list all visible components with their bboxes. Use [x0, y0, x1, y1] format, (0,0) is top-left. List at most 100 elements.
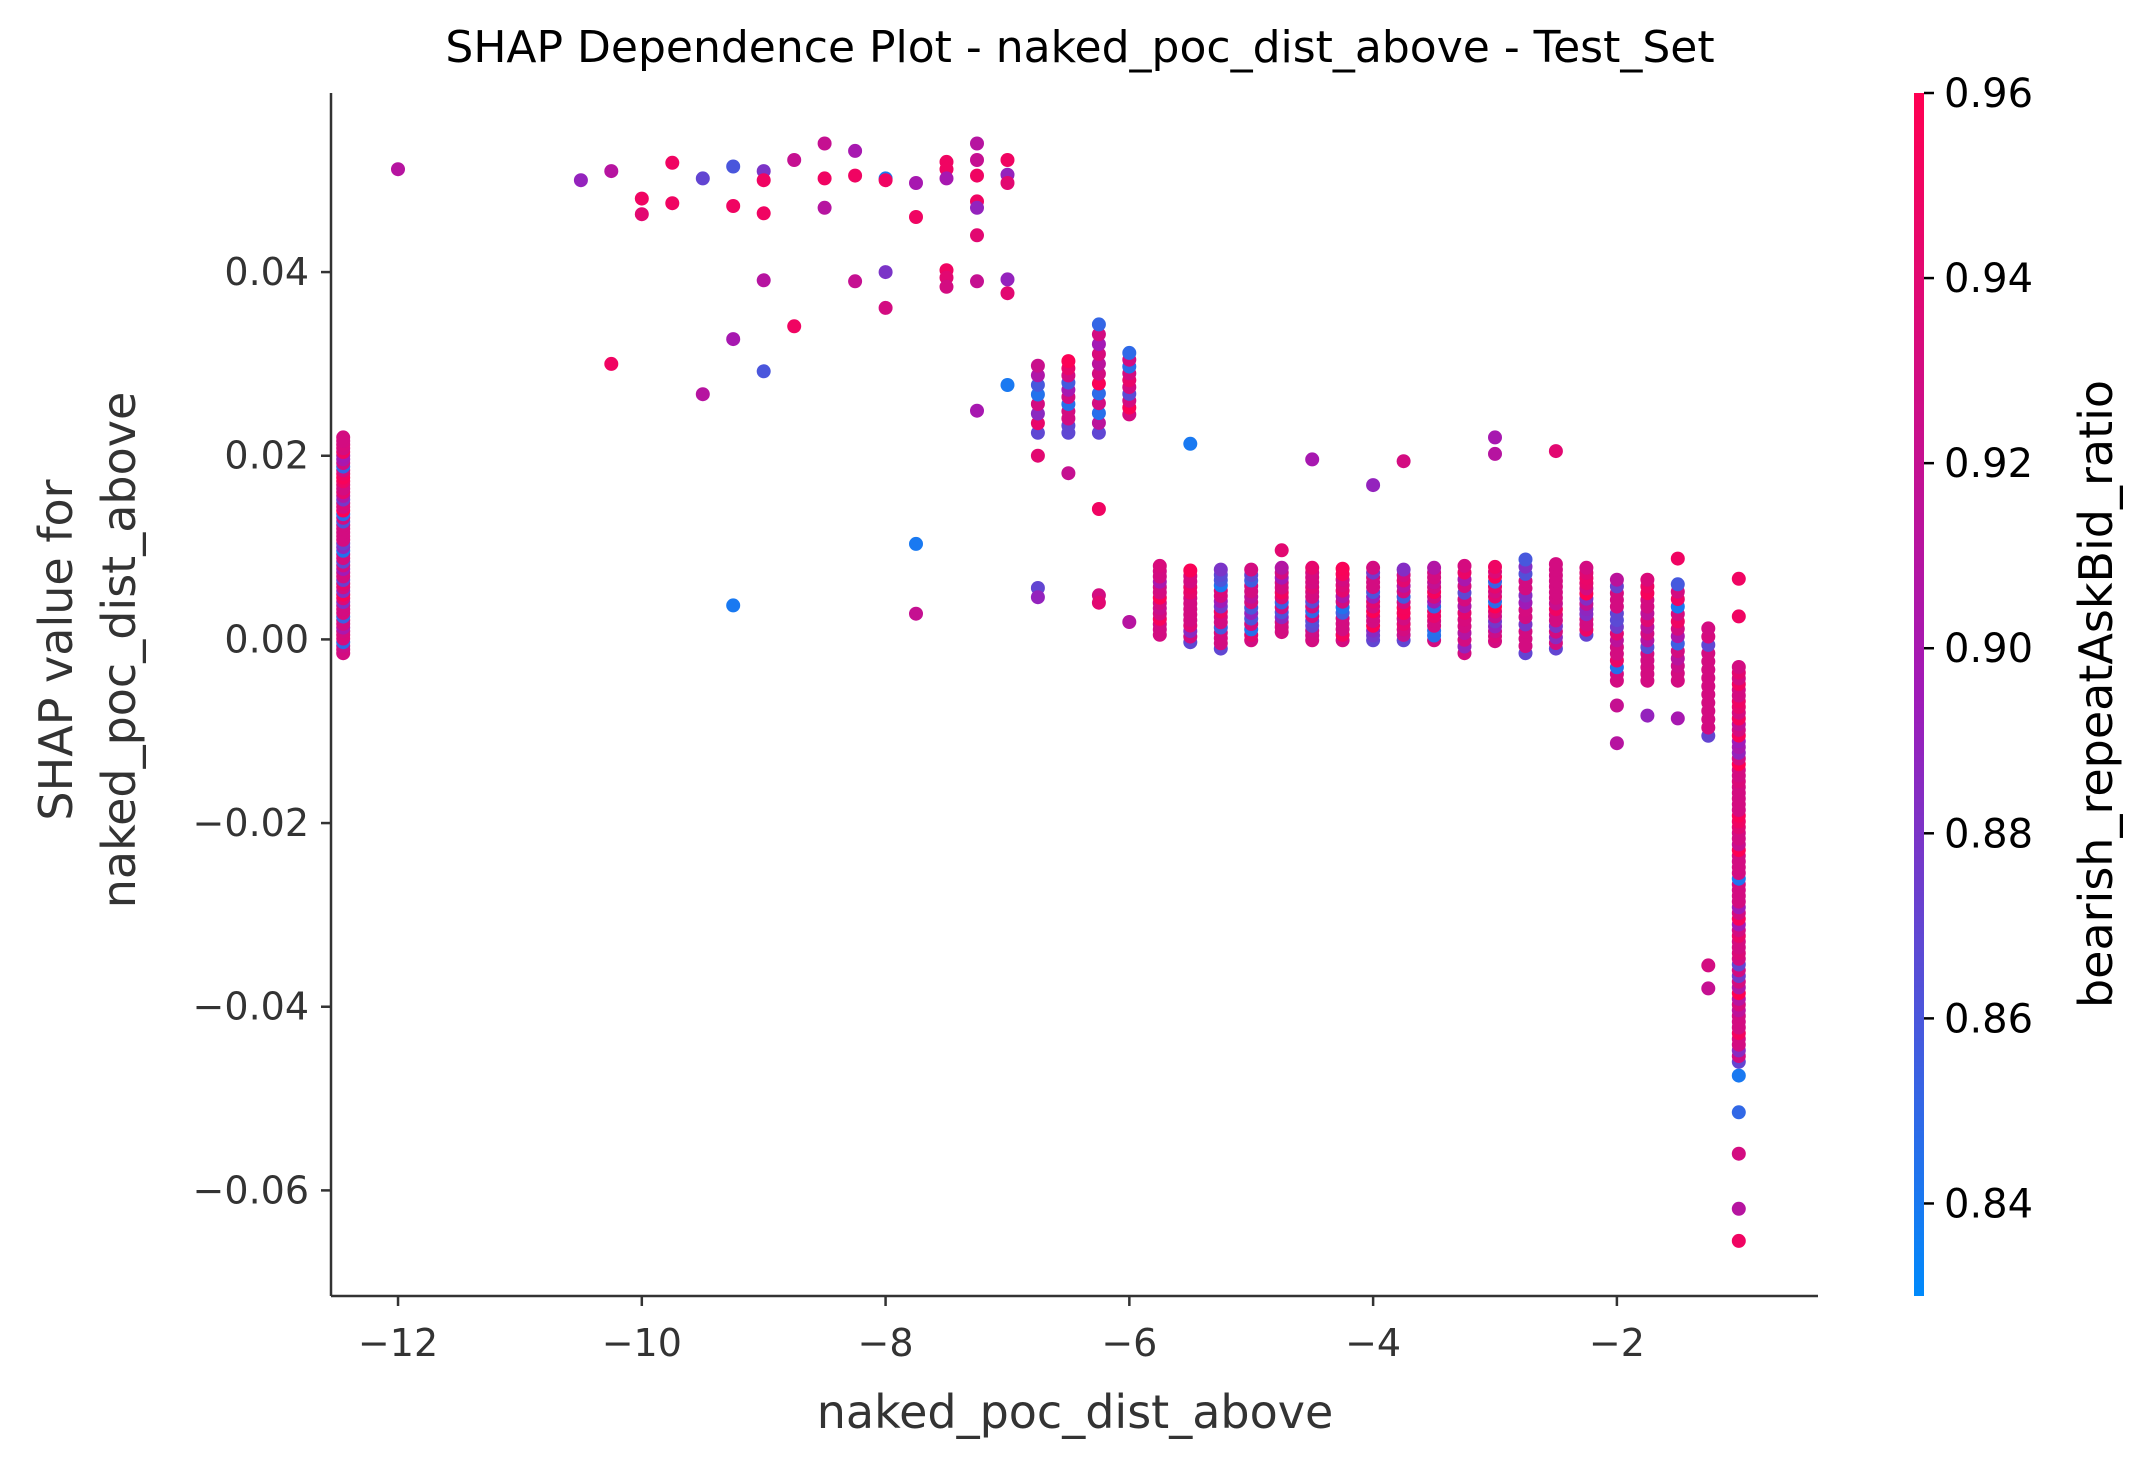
- scatter-point: [970, 274, 984, 289]
- scatter-point: [1091, 327, 1106, 342]
- colorbar-tick-label: 0.94: [1944, 256, 2033, 302]
- x-tick-label: −10: [602, 1321, 682, 1365]
- scatter-point: [1335, 561, 1350, 576]
- scatter-point: [1274, 560, 1289, 575]
- scatter-point: [1244, 562, 1259, 577]
- scatter-point: [1122, 345, 1137, 360]
- scatter-point: [848, 168, 863, 183]
- scatter-point: [1731, 571, 1746, 586]
- x-tick-label: −2: [1589, 1321, 1645, 1365]
- scatter-point: [1000, 176, 1015, 190]
- scatter-point: [1609, 572, 1624, 587]
- scatter-point: [817, 136, 832, 151]
- y-tick-label: −0.02: [193, 801, 309, 845]
- scatter-point: [1274, 543, 1289, 558]
- scatter-point: [573, 173, 588, 188]
- scatter-point: [848, 274, 863, 289]
- scatter-point: [1183, 563, 1198, 578]
- colorbar-tick-label: 0.96: [1944, 71, 2033, 117]
- colorbar-tick-label: 0.86: [1944, 996, 2033, 1042]
- scatter-point: [1701, 958, 1716, 973]
- scatter-point: [695, 171, 710, 186]
- scatter-point: [1366, 478, 1381, 493]
- scatter-point: [1152, 558, 1167, 573]
- scatter-point: [970, 153, 984, 167]
- colorbar-label: bearish_repeatAskBid_ratio: [2069, 380, 2123, 1008]
- scatter-point: [634, 207, 649, 222]
- scatter-point: [1609, 698, 1624, 713]
- scatter-point: [1305, 560, 1320, 575]
- colorbar-tick-label: 0.90: [1944, 626, 2033, 672]
- scatter-point: [695, 387, 710, 402]
- scatter-point: [970, 200, 984, 215]
- scatter-point: [1000, 153, 1015, 167]
- scatter-point: [1731, 1105, 1746, 1120]
- colorbar-tick-label: 0.84: [1944, 1181, 2033, 1227]
- scatter-point: [1030, 416, 1045, 431]
- scatter-point: [1396, 562, 1411, 577]
- colorbar-tick-label: 0.88: [1944, 811, 2033, 857]
- scatter-point: [1091, 406, 1106, 421]
- scatter-point: [604, 164, 619, 179]
- scatter-point: [1640, 572, 1655, 587]
- scatter-point: [1091, 595, 1106, 610]
- scatter-point: [1091, 366, 1106, 381]
- y-tick-label: 0.02: [224, 434, 309, 478]
- scatter-point: [391, 162, 405, 177]
- scatter-point: [878, 265, 893, 280]
- y-tick-label: −0.06: [193, 1168, 309, 1212]
- scatter-point: [1091, 376, 1106, 391]
- scatter-point: [1091, 347, 1106, 361]
- scatter-point: [756, 173, 771, 188]
- y-tick-label: −0.04: [193, 985, 309, 1029]
- scatter-point: [817, 200, 832, 215]
- scatter-point: [970, 136, 984, 151]
- scatter-point: [1488, 446, 1502, 461]
- scatter-point: [817, 171, 832, 186]
- scatter-point: [756, 273, 771, 288]
- scatter-point: [1670, 577, 1685, 592]
- scatter-point: [970, 403, 984, 418]
- y-ticks: 0.04 0.02 0.00 −0.02 −0.04 −0.06: [193, 250, 331, 1212]
- scatter-point: [726, 199, 741, 213]
- scatter-point: [1183, 436, 1198, 451]
- scatter-point: [1640, 708, 1655, 723]
- scatter-point: [1000, 272, 1015, 287]
- scatter-point: [1061, 354, 1076, 369]
- scatter-point: [1427, 560, 1442, 575]
- scatter-point: [1670, 711, 1685, 726]
- scatter-point: [939, 171, 954, 186]
- scatter-point: [1000, 286, 1015, 301]
- scatter-point: [787, 153, 802, 167]
- scatter-point: [1030, 387, 1045, 402]
- scatter-point: [1091, 502, 1106, 516]
- scatter-point: [604, 356, 619, 371]
- scatter-point: [336, 430, 351, 445]
- scatter-point: [1030, 448, 1045, 463]
- scatter-point: [1731, 609, 1746, 624]
- scatter-point: [878, 300, 893, 315]
- scatter-point: [1548, 557, 1563, 572]
- scatter-point: [1731, 1233, 1746, 1248]
- y-axis-label-line2: naked_poc_dist_above: [92, 392, 146, 909]
- colorbar: [1914, 93, 1924, 1296]
- colorbar-tick-label: 0.92: [1944, 441, 2033, 487]
- colorbar-ticks: 0.96 0.94 0.92 0.90 0.88 0.86 0.84: [1924, 71, 2033, 1227]
- y-tick-label: 0.00: [224, 617, 309, 661]
- scatter-point: [726, 332, 741, 347]
- scatter-point: [939, 279, 954, 294]
- scatter-point: [1488, 430, 1502, 445]
- scatter-points: [336, 136, 1746, 1248]
- scatter-point: [1731, 1201, 1746, 1216]
- scatter-point: [787, 319, 802, 334]
- scatter-point: [1091, 337, 1106, 352]
- x-tick-label: −8: [858, 1321, 914, 1365]
- x-tick-label: −12: [358, 1321, 438, 1365]
- scatter-point: [756, 206, 771, 221]
- scatter-point: [756, 364, 771, 379]
- scatter-point: [1091, 425, 1106, 440]
- scatter-point: [1091, 356, 1106, 371]
- scatter-point: [1030, 406, 1045, 421]
- scatter-point: [1030, 590, 1045, 605]
